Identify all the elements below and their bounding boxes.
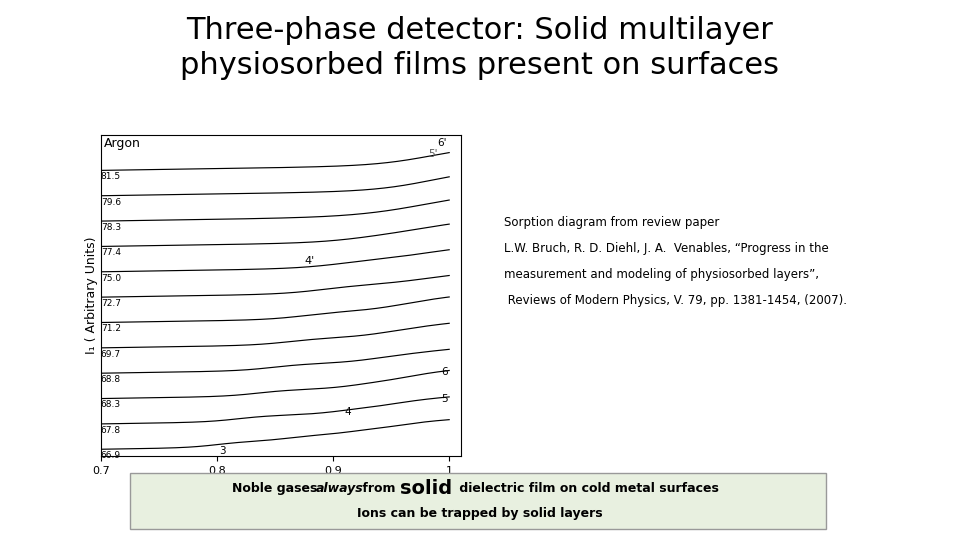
Text: 71.2: 71.2	[101, 324, 121, 333]
Text: 4: 4	[345, 407, 351, 417]
Text: always: always	[316, 482, 364, 495]
Text: 5': 5'	[428, 149, 438, 159]
Text: 6: 6	[442, 367, 448, 377]
Text: 77.4: 77.4	[101, 248, 121, 257]
Text: 68.8: 68.8	[101, 375, 121, 384]
Y-axis label: I₁ ( Arbitrary Units): I₁ ( Arbitrary Units)	[85, 237, 98, 354]
Text: 68.3: 68.3	[101, 400, 121, 409]
Text: 66.9: 66.9	[101, 451, 121, 460]
Text: 69.7: 69.7	[101, 349, 121, 359]
Text: Sorption diagram from review paper: Sorption diagram from review paper	[504, 216, 719, 229]
Text: dielectric film on cold metal surfaces: dielectric film on cold metal surfaces	[455, 482, 718, 495]
Text: Ions can be trapped by solid layers: Ions can be trapped by solid layers	[357, 507, 603, 520]
Text: 6': 6'	[438, 138, 446, 149]
Text: 3: 3	[219, 447, 226, 456]
Text: Reviews of Modern Physics, V. 79, pp. 1381-1454, (2007).: Reviews of Modern Physics, V. 79, pp. 13…	[504, 294, 847, 307]
Text: L.W. Bruch, R. D. Diehl, J. A.  Venables, “Progress in the: L.W. Bruch, R. D. Diehl, J. A. Venables,…	[504, 242, 828, 255]
Text: 72.7: 72.7	[101, 299, 121, 308]
Text: 81.5: 81.5	[101, 172, 121, 181]
X-axis label: P / Po: P / Po	[264, 482, 298, 495]
Text: 75.0: 75.0	[101, 274, 121, 282]
Text: Argon: Argon	[105, 137, 141, 150]
Text: Three-phase detector: Solid multilayer
physiosorbed films present on surfaces: Three-phase detector: Solid multilayer p…	[180, 16, 780, 80]
Text: solid: solid	[400, 479, 452, 498]
Text: 67.8: 67.8	[101, 426, 121, 435]
Text: 78.3: 78.3	[101, 223, 121, 232]
Text: 79.6: 79.6	[101, 198, 121, 206]
Text: 5: 5	[442, 394, 448, 404]
Text: 4': 4'	[304, 256, 315, 266]
Text: measurement and modeling of physiosorbed layers”,: measurement and modeling of physiosorbed…	[504, 268, 819, 281]
Text: Noble gases: Noble gases	[231, 482, 322, 495]
Text: from: from	[358, 482, 399, 495]
